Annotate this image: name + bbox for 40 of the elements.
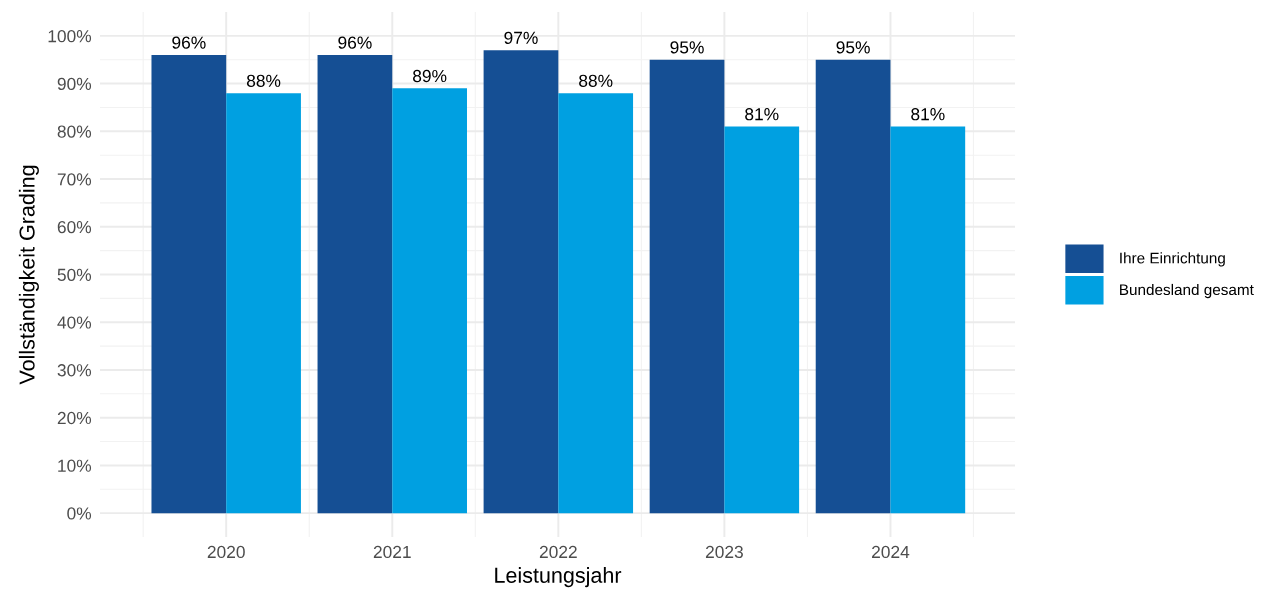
x-axis-title: Leistungsjahr xyxy=(495,567,622,588)
x-tick-label: 2022 xyxy=(539,545,577,559)
data-label: 96% xyxy=(338,36,372,49)
y-tick-label: 80% xyxy=(57,125,92,138)
data-label: 96% xyxy=(172,36,206,49)
bar xyxy=(317,54,393,514)
data-label: 88% xyxy=(579,74,613,87)
bar xyxy=(226,93,301,514)
bar xyxy=(558,93,634,514)
legend-label: Ihre Einrichtung xyxy=(1120,252,1225,267)
bar xyxy=(724,126,800,514)
x-tick-label: 2023 xyxy=(705,545,743,559)
data-label: 81% xyxy=(911,108,945,121)
y-tick-label: 90% xyxy=(57,77,92,91)
data-label: 81% xyxy=(745,108,779,121)
y-tick-label: 30% xyxy=(57,364,92,377)
x-tick-label: 2024 xyxy=(872,545,910,559)
y-tick-label: 0% xyxy=(67,507,92,520)
data-label: 88% xyxy=(246,74,281,87)
bar xyxy=(483,50,559,514)
bar xyxy=(890,126,966,514)
legend-label: Bundesland gesamt xyxy=(1120,283,1254,299)
bar xyxy=(649,59,725,514)
y-tick-label: 70% xyxy=(57,173,92,186)
y-tick-label: 20% xyxy=(57,411,92,425)
y-tick-label: 60% xyxy=(57,220,92,234)
y-tick-label: 50% xyxy=(57,268,92,281)
bar xyxy=(151,54,227,514)
y-tick-label: 10% xyxy=(58,459,92,472)
y-tick-label: 100% xyxy=(48,30,92,43)
x-tick-label: 2021 xyxy=(373,545,411,559)
bar xyxy=(815,59,891,514)
data-label: 95% xyxy=(836,41,870,54)
y-axis-title: Vollständigkeit Grading xyxy=(18,165,39,385)
data-label: 89% xyxy=(413,69,447,83)
x-tick-label: 2020 xyxy=(207,545,245,559)
data-label: 97% xyxy=(504,31,538,44)
y-tick-label: 40% xyxy=(57,316,92,329)
bar xyxy=(392,88,467,514)
data-label: 95% xyxy=(670,41,704,54)
